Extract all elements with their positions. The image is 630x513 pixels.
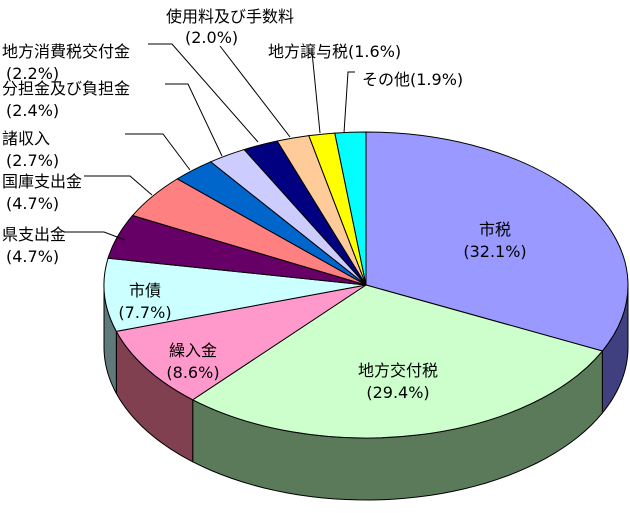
slice-label-3: 市債: [129, 281, 161, 300]
leader-line-4: [64, 231, 126, 241]
slice-value-4: (4.7%): [6, 247, 59, 266]
pie-top-group: [103, 131, 629, 439]
pie-slice-11: [334, 131, 367, 286]
leader-line-10: [311, 51, 321, 134]
slice-value-9: (2.0%): [185, 28, 238, 47]
slice-label-10: 地方譲与税(1.6%): [268, 42, 401, 61]
leader-line-8: [148, 43, 259, 143]
leader-line-group: [64, 43, 355, 241]
leader-line-11: [343, 71, 355, 134]
leader-line-6: [125, 133, 191, 171]
label-group: 市税 (32.1%) 地方交付税 (29.4%) 繰入金 (8.6%) 市債 (7.7%) 県支…: [2, 7, 527, 402]
slice-value-8: (2.2%): [6, 64, 59, 83]
leader-line-9: [219, 45, 291, 138]
slice-label-0: 市税: [479, 220, 511, 239]
pie-slice-2: [115, 284, 367, 401]
slice-value-0: (32.1%): [463, 242, 526, 261]
slice-value-6: (2.7%): [6, 151, 59, 170]
slice-value-7: (2.4%): [6, 101, 59, 120]
slice-label-1: 地方交付税: [358, 361, 438, 380]
slice-value-1: (29.4%): [366, 383, 429, 402]
slice-label-11: その他(1.9%): [362, 70, 463, 89]
leader-line-5: [84, 175, 153, 196]
slice-label-2: 繰入金: [169, 341, 217, 360]
slice-value-2: (8.6%): [166, 363, 219, 382]
slice-label-9: 使用料及び手数料: [166, 7, 294, 26]
pie-slice-0: [365, 131, 629, 352]
slice-label-7: 分担金及び負担金: [2, 79, 130, 98]
pie-side-group: [103, 284, 629, 501]
slice-label-6: 諸収入: [2, 129, 50, 148]
pie-slice-1: [191, 284, 604, 439]
slice-label-8: 地方消費税交付金: [2, 42, 130, 61]
slice-value-3: (7.7%): [118, 303, 171, 322]
slice-value-5: (4.7%): [6, 194, 59, 213]
slice-label-4: 県支出金: [2, 225, 66, 244]
slice-label-5: 国庫支出金: [2, 172, 82, 191]
pie-slice-3: [103, 257, 367, 332]
leader-line-7: [165, 83, 223, 157]
